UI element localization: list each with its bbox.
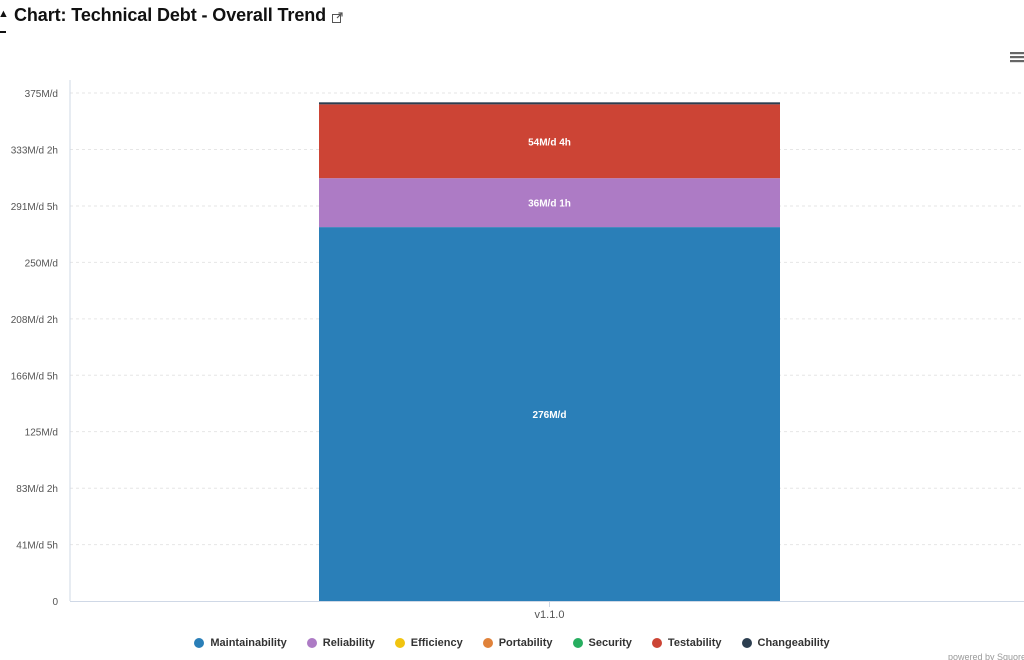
page-title: Chart: Technical Debt - Overall Trend: [14, 4, 327, 25]
y-tick-label: 375M/d: [25, 89, 58, 100]
y-tick-label: 250M/d: [25, 258, 58, 269]
bar-segment-changeability: [319, 102, 780, 105]
y-tick-label: 125M/d: [25, 428, 58, 439]
legend-label: Efficiency: [410, 637, 463, 649]
bar-stack: 276M/d 36M/d 1h 54M/d 4h: [319, 102, 780, 601]
y-tick-label: 333M/d 2h: [11, 146, 58, 157]
x-tick-label: v1.1.0: [535, 609, 565, 621]
legend-label: Changeability: [757, 637, 830, 649]
legend-marker: [194, 638, 205, 648]
data-label: 276M/d: [533, 410, 567, 421]
bar-segment-maintainability: [319, 227, 780, 601]
legend-label: Portability: [498, 637, 553, 649]
legend-marker: [572, 638, 583, 648]
legend-marker: [306, 638, 317, 648]
bar-segment-testability: [319, 104, 780, 179]
legend-item-testability[interactable]: Testability: [651, 634, 722, 652]
bar-segment-reliability: [319, 178, 780, 228]
legend-item-efficiency[interactable]: Efficiency: [394, 634, 463, 652]
data-label: 54M/d 4h: [528, 137, 571, 148]
x-axis: v1.1.0: [70, 601, 1024, 621]
legend-label: Maintainability: [210, 637, 287, 649]
legend-label: Security: [588, 637, 632, 649]
chart-icon: ▲: [0, 8, 9, 20]
y-tick-label: 208M/d 2h: [11, 315, 58, 326]
credits-text: powered by Squore: [948, 652, 1024, 660]
y-tick-label: 41M/d 5h: [16, 541, 58, 552]
legend-marker: [651, 638, 662, 648]
chart-header: ▲ Chart: Technical Debt - Overall Trend: [0, 3, 343, 33]
y-tick-label: 83M/d 2h: [16, 484, 58, 495]
y-axis: 0 41M/d 5h 83M/d 2h 125M/d 166M/d 5h 208M/d 2…: [11, 80, 71, 608]
stacked-bar-chart: 0 41M/d 5h 83M/d 2h 125M/d 166M/d 5h 208M/d 2…: [11, 80, 1024, 621]
legend-marker: [741, 638, 752, 648]
legend-item-security[interactable]: Security: [572, 634, 632, 652]
chart-icon-underline: [0, 31, 6, 33]
legend-item-changeability[interactable]: Changeability: [741, 634, 830, 652]
chart-legend: Maintainability Reliability Efficiency Port…: [0, 634, 1024, 652]
y-tick-label: 166M/d 5h: [11, 371, 58, 382]
legend-label: Reliability: [322, 637, 375, 649]
external-link-icon[interactable]: [332, 11, 343, 23]
legend-marker: [482, 638, 493, 648]
data-label: 36M/d 1h: [528, 199, 571, 210]
hamburger-menu-icon[interactable]: [1010, 50, 1024, 64]
legend-item-reliability[interactable]: Reliability: [306, 634, 375, 652]
legend-marker: [394, 638, 405, 648]
legend-item-maintainability[interactable]: Maintainability: [194, 634, 287, 652]
y-tick-label: 0: [52, 597, 58, 608]
legend-label: Testability: [667, 637, 722, 649]
y-tick-label: 291M/d 5h: [11, 202, 58, 213]
legend-item-portability[interactable]: Portability: [482, 634, 553, 652]
